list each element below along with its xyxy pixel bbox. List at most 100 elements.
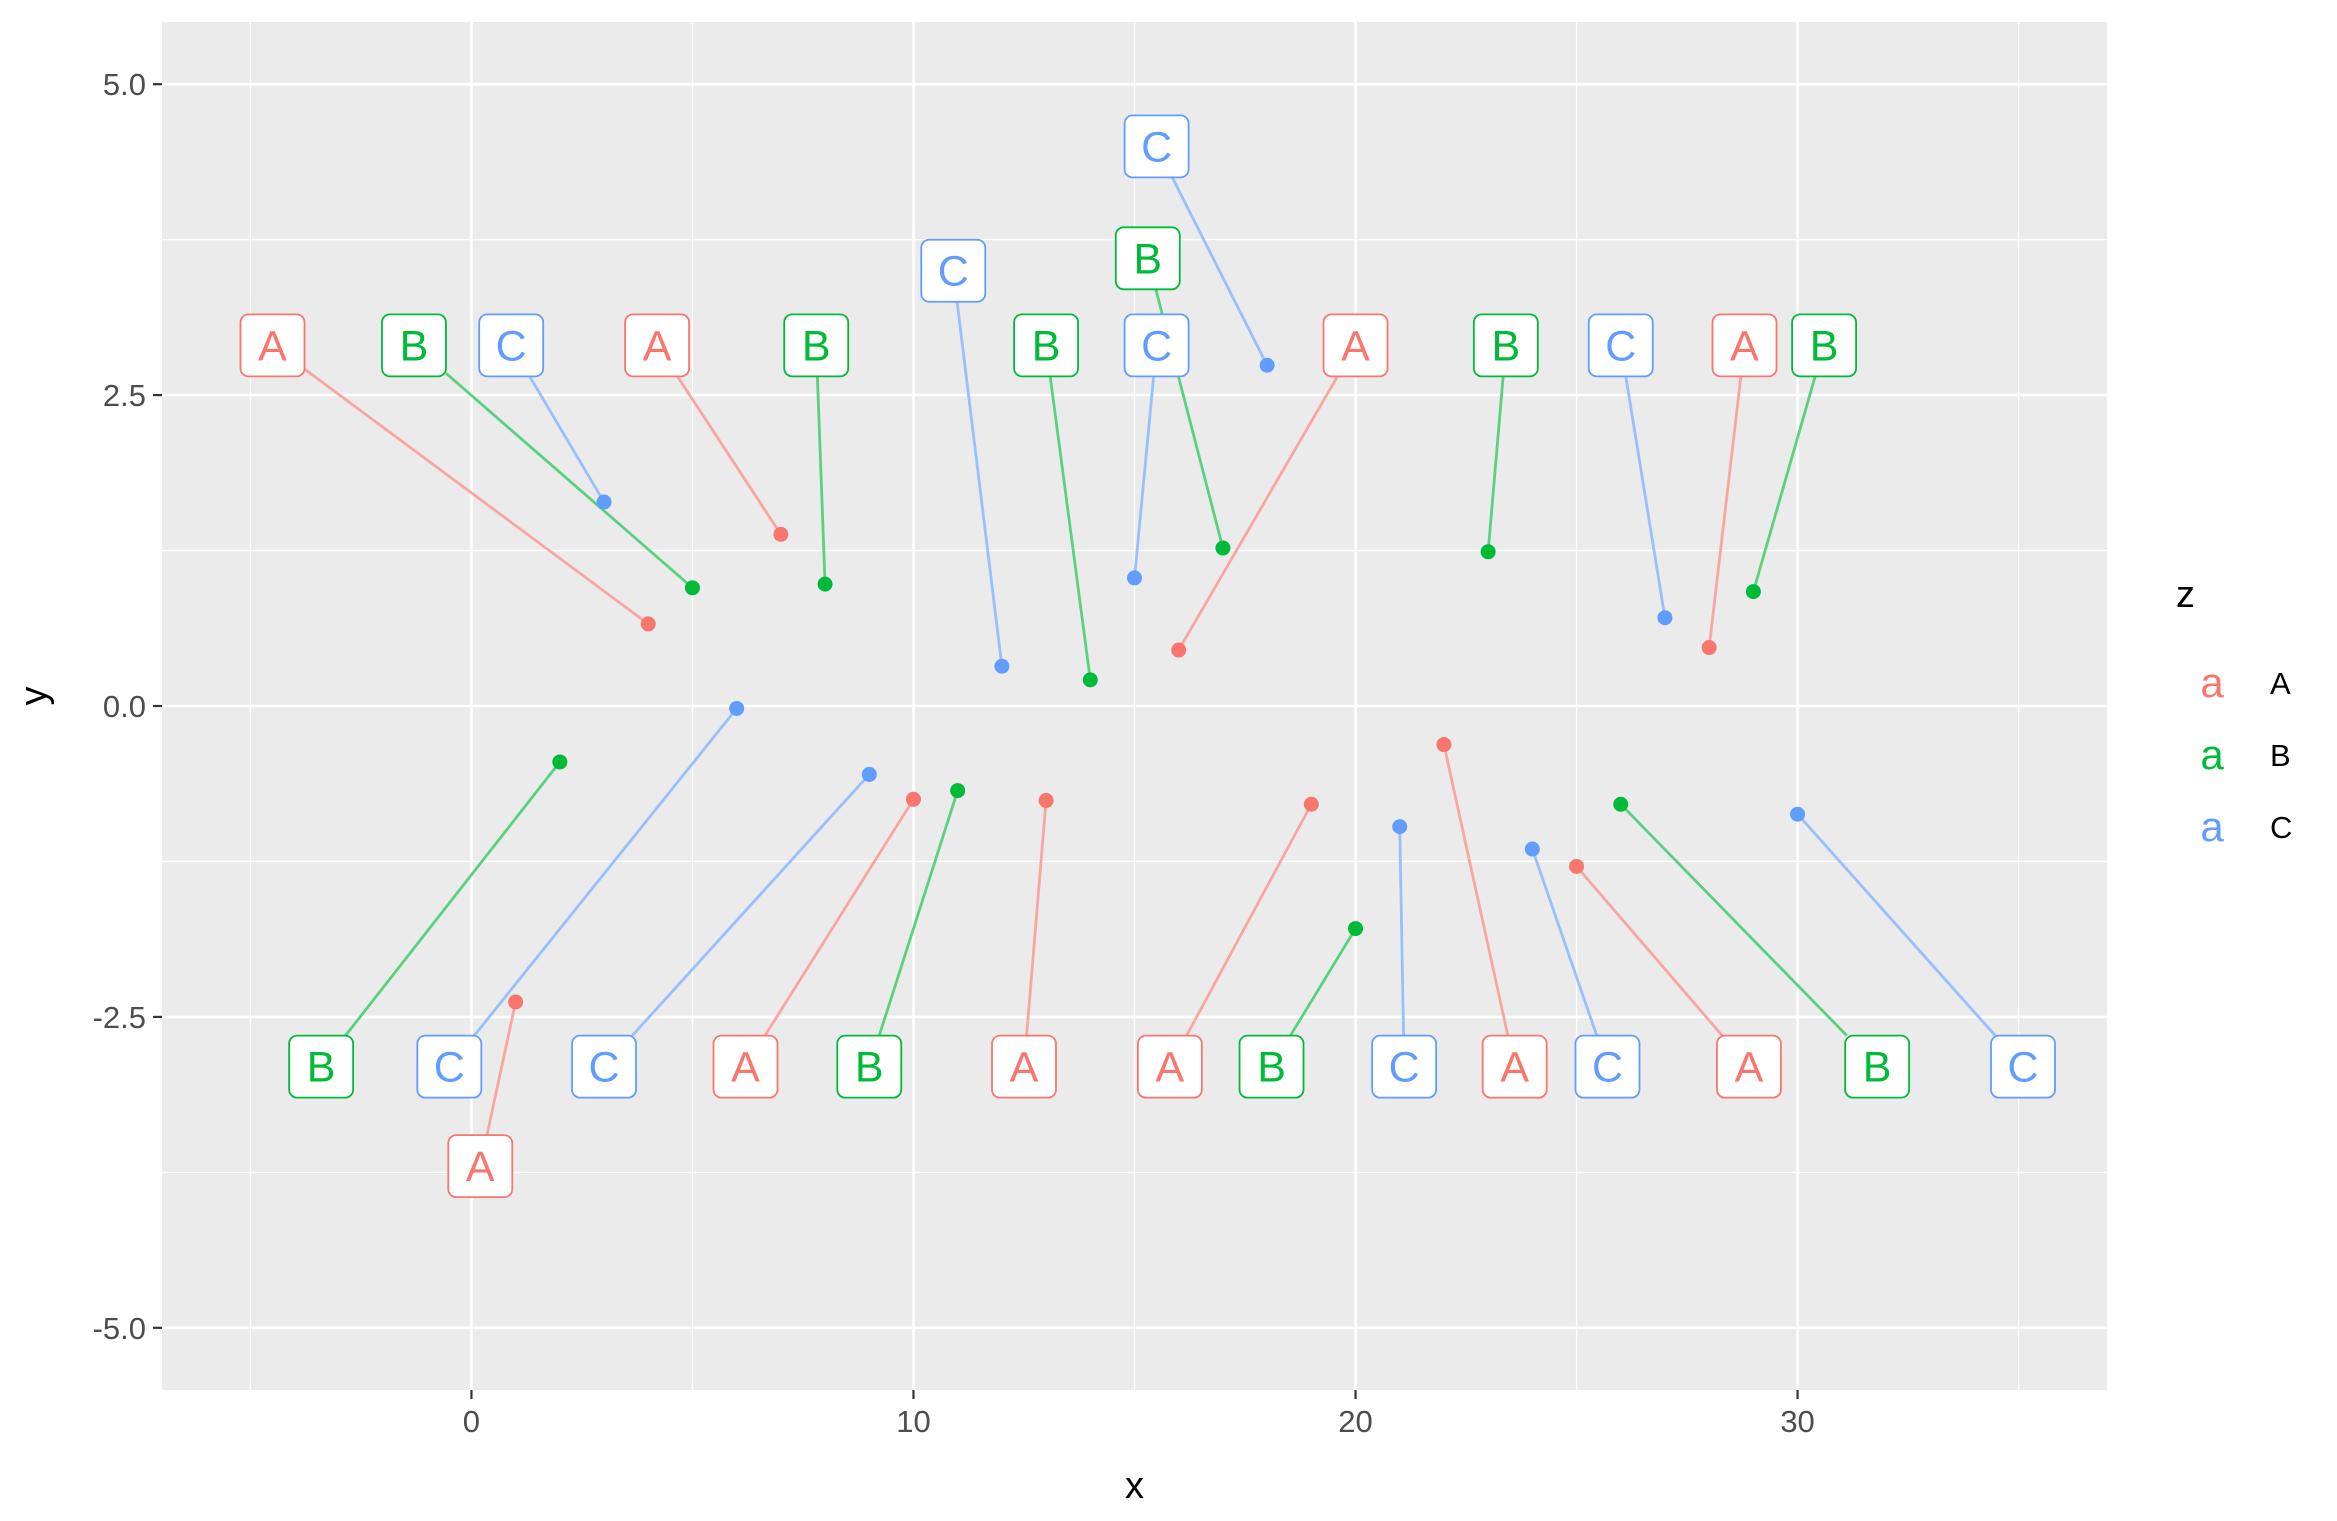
- label-segment: [344, 761, 561, 1037]
- data-label-text: B: [400, 322, 429, 370]
- y-tick-label: 2.5: [103, 378, 146, 413]
- data-label-box: [920, 238, 987, 303]
- data-label-box: [1844, 1034, 1911, 1099]
- data-label: A: [239, 313, 306, 378]
- data-label-text: C: [1592, 1044, 1623, 1092]
- data-label-box: [1587, 313, 1654, 378]
- data-label-box: [1114, 226, 1181, 291]
- data-label-text: C: [938, 248, 969, 296]
- data-label-box: [571, 1034, 637, 1099]
- data-label-box: [478, 313, 545, 378]
- label-segment: [763, 798, 915, 1037]
- data-point: [1259, 357, 1275, 373]
- data-label-box: [381, 313, 447, 378]
- data-label-text: A: [258, 322, 287, 370]
- data-label-box: [1322, 313, 1389, 378]
- legend-key: a: [2200, 803, 2224, 850]
- data-point: [552, 754, 568, 770]
- data-point: [950, 783, 966, 799]
- label-segment: [1619, 803, 1848, 1037]
- data-label-box: [1013, 313, 1079, 378]
- data-label-box: [1574, 1034, 1641, 1099]
- data-label: B: [1238, 1034, 1305, 1099]
- label-segment: [1624, 376, 1667, 618]
- data-label: B: [288, 1034, 355, 1099]
- data-label: C: [571, 1034, 637, 1099]
- data-label: B: [381, 313, 447, 378]
- label-segment: [1575, 865, 1724, 1037]
- x-axis-title: x: [1125, 1465, 1144, 1507]
- data-label-box: [239, 313, 306, 378]
- data-label-box: [1123, 313, 1190, 378]
- label-segment: [1752, 375, 1817, 592]
- label-segment: [676, 375, 783, 536]
- y-tick-label: 5.0: [103, 67, 146, 102]
- label-segment: [1177, 375, 1339, 651]
- label-segment: [877, 790, 960, 1037]
- y-tick-label: -2.5: [93, 1000, 146, 1035]
- data-label-box: [991, 1034, 1057, 1099]
- data-label: A: [991, 1034, 1057, 1099]
- label-segment: [631, 773, 871, 1037]
- label-segment: [1133, 376, 1156, 579]
- data-point: [1038, 793, 1054, 809]
- y-tick-label: 0.0: [103, 689, 146, 724]
- data-label: C: [1123, 313, 1190, 378]
- label-segment: [815, 376, 827, 585]
- data-label-box: [712, 1034, 779, 1099]
- data-point: [861, 766, 877, 782]
- data-point: [1392, 819, 1408, 835]
- data-point: [1657, 610, 1673, 626]
- data-label-box: [1481, 1034, 1548, 1099]
- data-point: [1480, 544, 1496, 560]
- data-label-text: B: [1032, 322, 1061, 370]
- data-label-box: [836, 1034, 903, 1099]
- data-label-text: C: [1141, 123, 1172, 171]
- data-point: [773, 526, 789, 542]
- data-label-text: B: [855, 1044, 884, 1092]
- data-label-box: [783, 313, 850, 378]
- data-label-text: C: [496, 322, 527, 370]
- label-segment: [1531, 848, 1599, 1037]
- data-point: [1348, 921, 1364, 937]
- label-segment: [1171, 176, 1269, 366]
- data-label-text: C: [1605, 322, 1636, 370]
- data-label-box: [1136, 1034, 1203, 1099]
- data-label: B: [1472, 313, 1539, 378]
- data-label: B: [1791, 313, 1857, 378]
- label-segment: [528, 375, 606, 503]
- data-label: A: [1711, 313, 1778, 378]
- data-label-text: A: [643, 322, 672, 370]
- data-label-text: B: [1491, 322, 1520, 370]
- data-label: C: [1371, 1034, 1438, 1099]
- data-label: C: [416, 1034, 483, 1099]
- data-label-text: B: [1863, 1044, 1892, 1092]
- data-label-box: [1238, 1034, 1305, 1099]
- data-point: [640, 616, 656, 632]
- data-label: B: [836, 1034, 903, 1099]
- label-segment: [955, 301, 1004, 667]
- data-label-box: [1472, 313, 1539, 378]
- legend-label: B: [2270, 738, 2291, 773]
- x-tick-label: 20: [1338, 1404, 1372, 1439]
- legend: z a Aa Ba C: [2176, 574, 2292, 850]
- data-label-text: A: [1010, 1044, 1039, 1092]
- x-tick-label: 30: [1780, 1404, 1814, 1439]
- data-label-text: A: [466, 1143, 495, 1191]
- data-label: B: [1844, 1034, 1911, 1099]
- data-label: A: [1481, 1034, 1548, 1099]
- data-label: B: [1013, 313, 1079, 378]
- data-label: A: [1322, 313, 1389, 378]
- data-label: C: [1123, 114, 1190, 179]
- data-point: [1613, 796, 1629, 812]
- label-segment: [473, 707, 738, 1037]
- x-tick-label: 0: [463, 1404, 480, 1439]
- data-label-text: C: [2007, 1044, 2038, 1092]
- data-label-box: [447, 1134, 514, 1199]
- data-label-text: B: [802, 322, 831, 370]
- x-tick-label: 10: [896, 1404, 930, 1439]
- data-label-text: B: [1257, 1044, 1286, 1092]
- data-label: C: [920, 238, 987, 303]
- data-point: [817, 576, 833, 592]
